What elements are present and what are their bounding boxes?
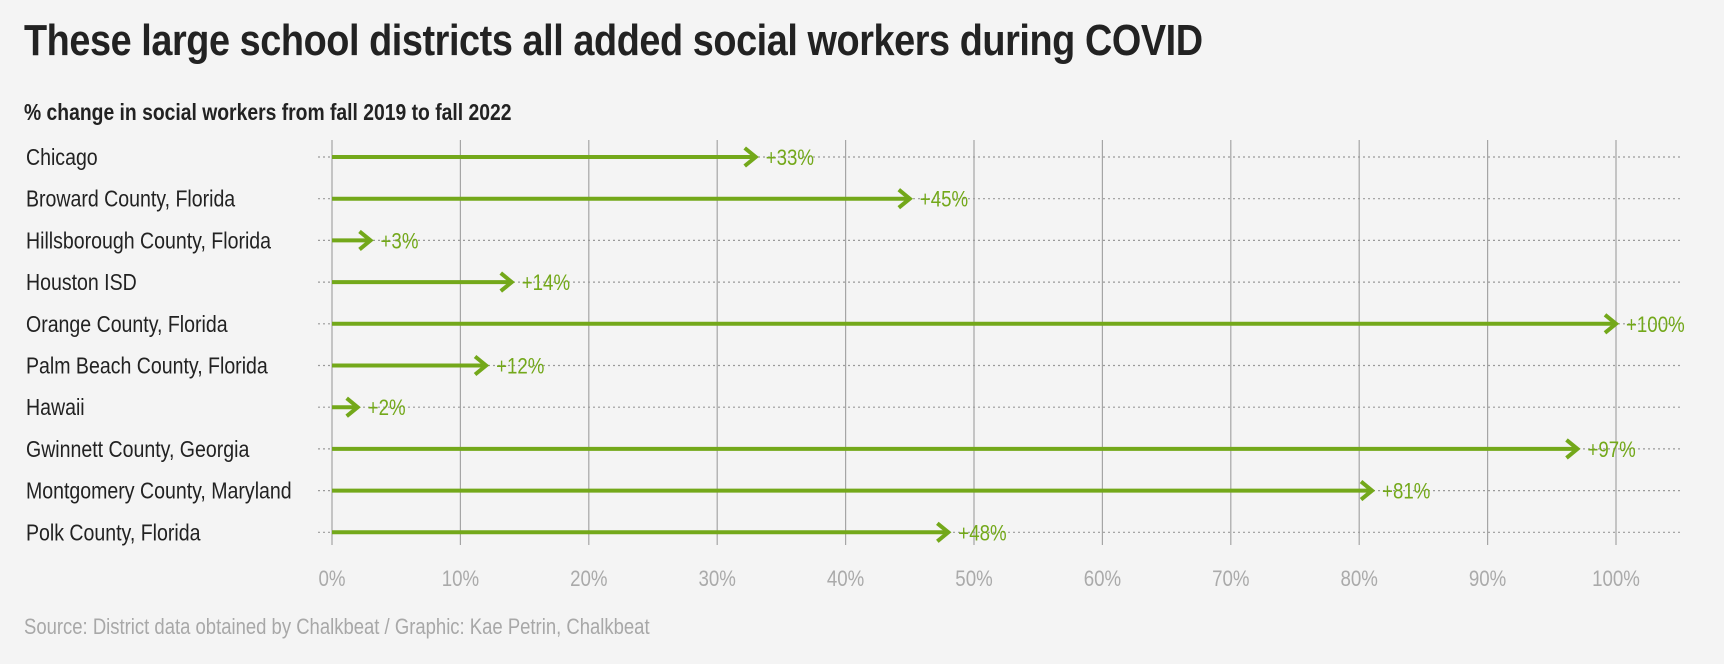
category-label: Broward County, Florida — [26, 186, 235, 212]
value-label: +14% — [522, 272, 570, 296]
value-label: +12% — [496, 355, 544, 379]
chart-subtitle: % change in social workers from fall 201… — [24, 99, 512, 125]
bar-arrow — [332, 480, 1376, 502]
category-label: Houston ISD — [26, 270, 137, 296]
category-label: Chicago — [26, 145, 98, 171]
value-label: +2% — [368, 397, 406, 421]
x-tick-label: 90% — [1469, 568, 1506, 592]
category-label: Hawaii — [26, 395, 85, 421]
arrow-head — [1603, 313, 1620, 335]
bar-arrow — [332, 229, 374, 251]
x-tick-label: 0% — [318, 568, 345, 592]
category-label: Orange County, Florida — [26, 311, 228, 337]
arrow-head — [743, 146, 759, 168]
value-label: +81% — [1382, 480, 1430, 504]
bar-arrow — [332, 313, 1620, 335]
source-note: Source: District data obtained by Chalkb… — [24, 614, 650, 639]
value-label: +3% — [381, 230, 419, 254]
bar-arrow — [332, 438, 1581, 460]
arrow-head — [473, 354, 490, 377]
category-label: Montgomery County, Maryland — [26, 478, 292, 504]
value-label: +100% — [1626, 313, 1685, 337]
x-tick-label: 80% — [1340, 568, 1377, 592]
value-label: +33% — [766, 147, 814, 171]
x-tick-label: 70% — [1212, 568, 1249, 592]
arrow-head — [1565, 438, 1581, 460]
x-axis-ticks: 0% 10% 20% 30% 40% 50% 60% 70% 80% 90% 100% — [318, 568, 1639, 592]
arrow-head — [499, 271, 515, 293]
gridlines — [331, 140, 1617, 545]
category-label: Hillsborough County, Florida — [26, 228, 271, 254]
row-guides — [318, 156, 1683, 533]
bars — [332, 146, 1620, 543]
category-labels: Chicago Broward County, Florida Hillsborou… — [26, 145, 292, 546]
arrow-head — [936, 521, 952, 543]
arrow-head — [897, 188, 913, 210]
category-label: Gwinnett County, Georgia — [26, 436, 249, 462]
value-label: +48% — [958, 522, 1006, 546]
bar-arrow — [332, 188, 913, 210]
x-tick-label: 100% — [1592, 568, 1640, 592]
x-tick-label: 60% — [1084, 568, 1121, 592]
value-labels: +33% +45% +3% +14% +100% +12% +2% +97% +81% +48% — [368, 147, 1685, 546]
bar-arrow — [332, 146, 759, 168]
arrow-head — [345, 396, 361, 418]
chart-title: These large school districts all added s… — [24, 16, 1203, 65]
bar-arrow — [332, 521, 952, 543]
bar-arrow — [332, 354, 490, 377]
value-label: +45% — [920, 188, 968, 212]
category-label: Polk County, Florida — [26, 520, 201, 546]
x-tick-label: 40% — [827, 568, 864, 592]
value-label: +97% — [1587, 439, 1635, 463]
arrow-head — [358, 229, 374, 251]
bar-arrow — [332, 271, 515, 293]
category-label: Palm Beach County, Florida — [26, 353, 268, 379]
x-tick-label: 50% — [955, 568, 992, 592]
arrow-head — [1359, 480, 1376, 502]
x-tick-label: 20% — [570, 568, 607, 592]
x-tick-label: 10% — [442, 568, 479, 592]
x-tick-label: 30% — [698, 568, 735, 592]
bar-arrow — [332, 396, 361, 418]
